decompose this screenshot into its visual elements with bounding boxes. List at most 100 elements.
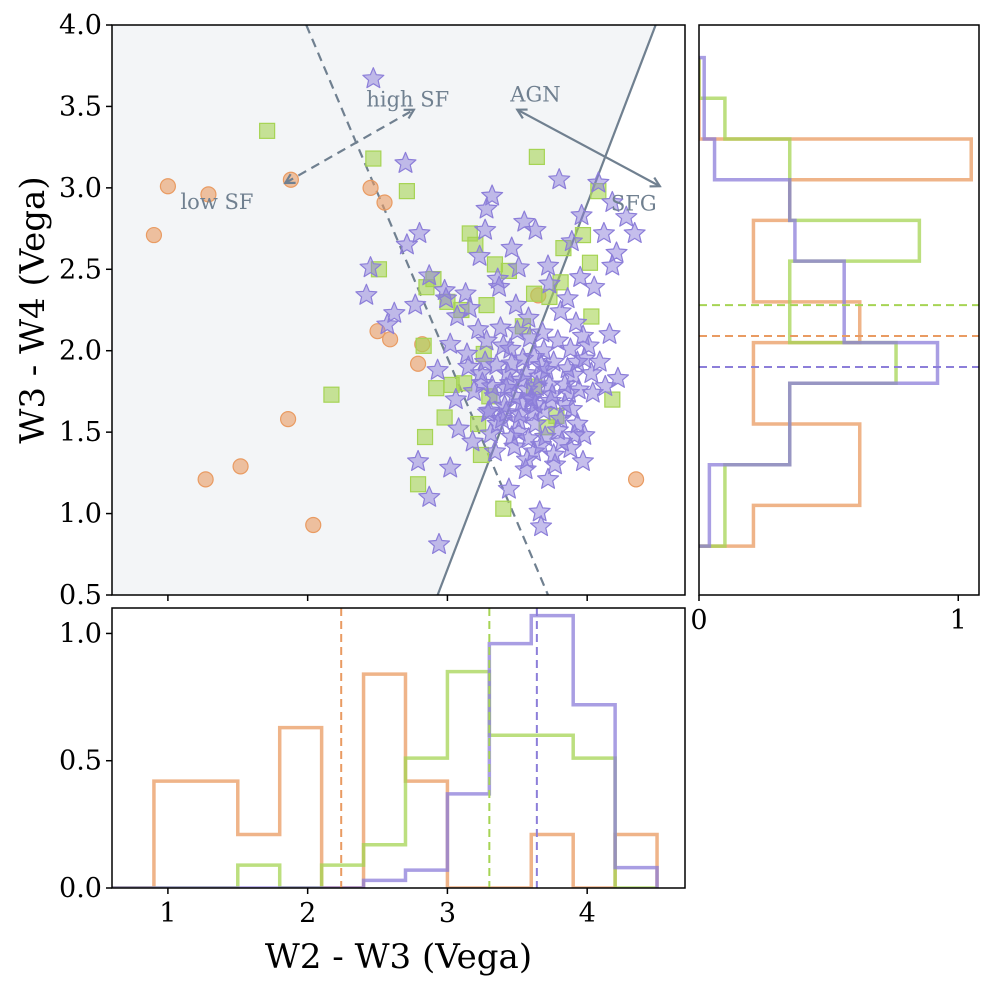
purple-star-point (623, 221, 646, 243)
bottom-y-tick-label: 0.0 (59, 873, 102, 904)
orange-circle-point (197, 471, 214, 488)
annotation-labels: high SF low SF AGN SFG (180, 83, 656, 216)
purple-star-point (573, 347, 596, 369)
green-square-point (323, 386, 340, 403)
purple-star-point (546, 329, 569, 351)
purple-star-point (564, 311, 588, 333)
main-y-tick-label: 2.5 (59, 254, 102, 285)
purple-star-point (580, 361, 603, 383)
purple-star-point (601, 254, 624, 276)
purple-star-point (592, 221, 615, 243)
purple-star-point (458, 296, 481, 318)
green-square-point (486, 256, 504, 273)
purple-star-point (408, 221, 431, 243)
purple-histogram-step (699, 55, 940, 548)
purple-star-point (570, 203, 593, 225)
purple-star-point (507, 420, 530, 442)
purple-star-point (542, 350, 565, 372)
right-panel-frame (698, 24, 980, 596)
green-histogram-step (112, 669, 658, 888)
orange-circle-point (159, 178, 177, 195)
purple-star-point (404, 293, 427, 315)
bottom-x-tick-label: 1 (159, 898, 176, 929)
purple-star-point (483, 384, 506, 406)
orange-circle-point (145, 226, 163, 244)
green-square-point (528, 148, 545, 166)
bottom-y-tick-label: 0.5 (59, 746, 102, 777)
purple-star-point (517, 306, 540, 328)
purple-star-point (537, 467, 560, 489)
purple-star-point (489, 316, 512, 338)
purple-star-point (492, 334, 515, 356)
main-y-tick-label: 3.5 (59, 91, 102, 122)
purple-star-point (566, 412, 589, 434)
purple-star-point (418, 485, 441, 507)
purple-star-point (507, 256, 530, 278)
orange-circle-point (409, 355, 427, 372)
purple-star-point (571, 449, 594, 471)
right-x-tick-label: 0 (690, 605, 707, 636)
green-square-point (409, 476, 427, 493)
purple-star-point (539, 389, 562, 411)
purple-star-point (504, 293, 527, 315)
purple-star-point (447, 417, 470, 439)
bottom-x-tick-label: 3 (439, 898, 456, 929)
bottom-histogram-panel: 0.0 0.5 1.0 1 2 3 4 W2 - W3 (Vega) (59, 607, 686, 977)
purple-star-point (359, 256, 382, 278)
purple-star-point (538, 272, 561, 294)
annotation-arrows (285, 110, 660, 187)
bottom-panel-frame (111, 607, 686, 889)
purple-star-point (407, 449, 430, 471)
main-x-ticks (167, 595, 588, 601)
orange-circle-point (362, 179, 379, 196)
purple-star-point (468, 244, 491, 266)
purple-star-point (495, 401, 518, 423)
y-axis-label: W3 - W4 (Vega) (13, 176, 53, 443)
sf-direction-arrow (285, 110, 414, 183)
orange-circle-point (627, 471, 645, 488)
purple-star-point (537, 254, 560, 276)
purple-star-point (583, 275, 606, 297)
purple-star-point (549, 407, 572, 429)
purple-star-point (479, 422, 502, 444)
purple-star-point (563, 423, 586, 445)
orange-circle-point (305, 516, 322, 534)
purple-star-point (376, 313, 399, 335)
green-square-point (583, 308, 600, 325)
purple-star-point (601, 190, 624, 212)
purple-star-point (457, 355, 480, 377)
green-square-point (415, 337, 432, 354)
purple-star-point (524, 218, 547, 240)
annotation-high-sf: high SF (366, 87, 449, 111)
purple-star-point (471, 371, 494, 393)
orange-histogram-step (699, 57, 973, 548)
orange-circle-point (200, 186, 217, 203)
bottom-histogram-steps (112, 613, 659, 888)
purple-star-point (461, 430, 484, 452)
purple-star-point (530, 515, 553, 537)
purple-star-point (474, 218, 497, 240)
purple-star-point (606, 366, 629, 388)
green-square-point (525, 285, 543, 302)
green-square-point (428, 380, 445, 397)
purple-star-point (562, 363, 585, 385)
purple-star-point (520, 386, 543, 408)
main-y-tick-label: 3.0 (59, 173, 102, 204)
green-square-point (604, 391, 621, 408)
bottom-x-ticks: 1 2 3 4 (159, 888, 596, 929)
purple-star-point (444, 388, 467, 410)
purple-star-point (569, 265, 592, 287)
purple-star-point (557, 381, 581, 403)
main-y-tick-label: 0.5 (59, 580, 102, 611)
purple-star-point (355, 283, 378, 305)
purple-star-point (486, 267, 509, 289)
purple-star-point (560, 230, 583, 252)
main-y-ticks: 0.5 1.0 1.5 2.0 2.5 3.0 3.5 4.0 (59, 10, 112, 611)
orange-circle-point (376, 194, 393, 211)
bottom-x-tick-label: 2 (299, 898, 316, 929)
purple-histogram-step (112, 613, 659, 888)
purple-star-point (426, 358, 449, 380)
bottom-y-ticks: 0.0 0.5 1.0 (59, 618, 112, 904)
right-x-tick-label: 1 (950, 605, 967, 636)
